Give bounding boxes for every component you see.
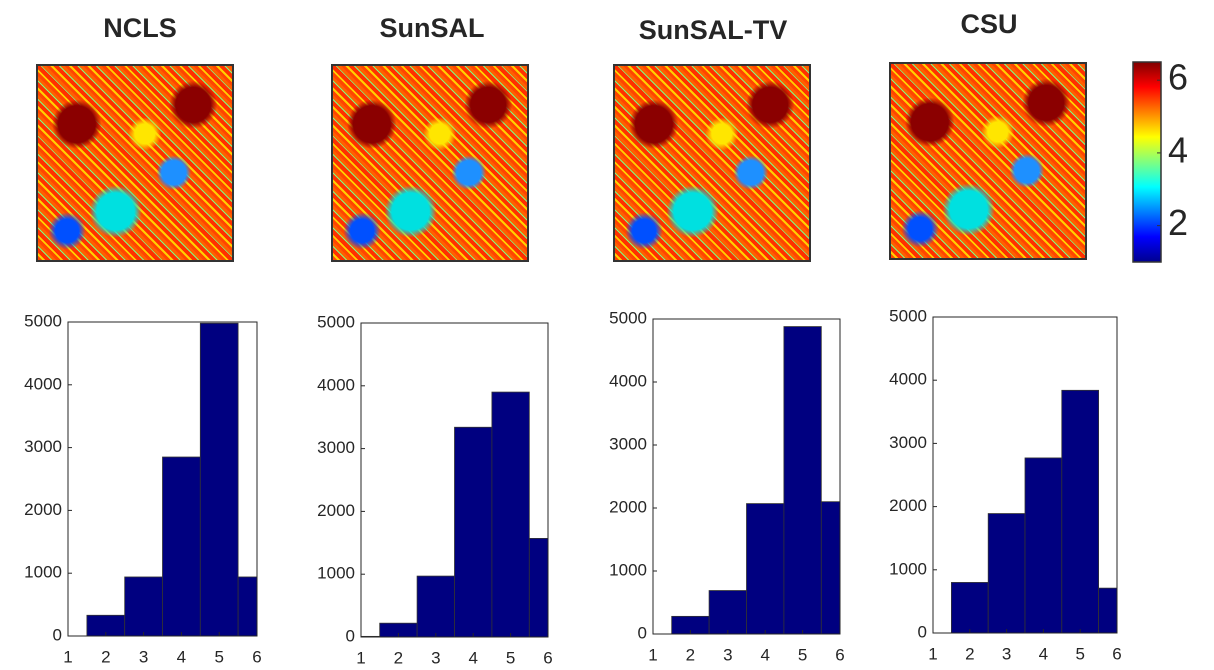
bars [951, 389, 1117, 633]
chart-title: NCLS [103, 13, 177, 43]
y-tick-label: 0 [53, 625, 62, 644]
bar [199, 322, 239, 636]
y-tick-label: 0 [638, 623, 647, 642]
bar [783, 326, 822, 634]
x-tick-label: 4 [177, 647, 186, 666]
axes-box [932, 316, 1118, 634]
bar [951, 582, 989, 633]
bars [361, 391, 548, 637]
bar [454, 426, 493, 637]
x-tick-label: 1 [63, 647, 72, 666]
y-tick-label: 4000 [609, 371, 647, 390]
x-tick-label: 6 [252, 647, 261, 666]
y-tick-label: 5000 [609, 308, 647, 327]
colorbar [1132, 61, 1162, 263]
abundance-map [613, 64, 811, 262]
x-tick-label: 1 [928, 644, 937, 663]
y-tick-label: 5000 [889, 306, 927, 325]
bar [124, 576, 163, 636]
x-tick-label: 3 [139, 647, 148, 666]
y-tick-label: 2000 [317, 501, 355, 520]
x-tick-label: 4 [468, 648, 477, 667]
bar [1061, 389, 1100, 633]
colorbar-tick-label: 6 [1168, 57, 1188, 98]
x-tick-label: 5 [798, 645, 807, 664]
y-tick-label: 3000 [317, 438, 355, 457]
y-tick-label: 4000 [24, 374, 62, 393]
x-tick-label: 3 [723, 645, 732, 664]
y-tick-label: 3000 [24, 437, 62, 456]
x-tick-label: 2 [394, 648, 403, 667]
x-tick-label: 4 [760, 645, 769, 664]
y-tick-label: 1000 [889, 559, 927, 578]
bar [746, 503, 785, 634]
chart-title: SunSAL-TV [639, 15, 788, 45]
x-tick-label: 6 [835, 645, 844, 664]
x-tick-label: 1 [648, 645, 657, 664]
y-tick-label: 5000 [317, 312, 355, 331]
y-tick-label: 4000 [317, 375, 355, 394]
x-tick-label: 6 [543, 648, 552, 667]
y-tick-label: 0 [918, 622, 927, 641]
x-tick-label: 5 [214, 647, 223, 666]
y-tick-label: 1000 [24, 563, 62, 582]
abundance-map [889, 62, 1087, 260]
bars [86, 322, 257, 636]
axes-box [652, 318, 841, 635]
y-tick-label: 1000 [609, 560, 647, 579]
x-tick-label: 2 [965, 644, 974, 663]
x-tick-label: 1 [356, 648, 365, 667]
x-tick-label: 2 [686, 645, 695, 664]
abundance-map [331, 64, 529, 262]
y-tick-label: 2000 [889, 496, 927, 515]
x-tick-label: 3 [431, 648, 440, 667]
x-tick-label: 2 [101, 647, 110, 666]
bar [416, 575, 455, 637]
y-tick-label: 3000 [889, 433, 927, 452]
bar [162, 456, 201, 636]
y-tick-label: 5000 [24, 311, 62, 330]
y-tick-label: 0 [346, 626, 355, 645]
chart-title: CSU [960, 9, 1017, 39]
colorbar-tick-label: 4 [1168, 129, 1188, 170]
bars [671, 326, 840, 634]
y-tick-label: 2000 [24, 500, 62, 519]
chart-title: SunSAL [380, 13, 485, 43]
x-tick-label: 6 [1112, 644, 1121, 663]
axes-box [67, 321, 258, 637]
colorbar-tick-label: 2 [1168, 202, 1188, 243]
abundance-map [36, 64, 234, 262]
x-tick-label: 4 [1039, 644, 1048, 663]
y-tick-label: 2000 [609, 497, 647, 516]
x-tick-label: 5 [506, 648, 515, 667]
bar [491, 391, 530, 637]
y-tick-label: 4000 [889, 370, 927, 389]
bar [708, 590, 747, 634]
y-tick-label: 3000 [609, 434, 647, 453]
x-tick-label: 3 [1002, 644, 1011, 663]
y-tick-label: 1000 [317, 564, 355, 583]
bar [1024, 457, 1063, 633]
bar [237, 576, 257, 636]
x-tick-label: 5 [1075, 644, 1084, 663]
axes-box [360, 322, 549, 638]
bar [987, 513, 1026, 633]
